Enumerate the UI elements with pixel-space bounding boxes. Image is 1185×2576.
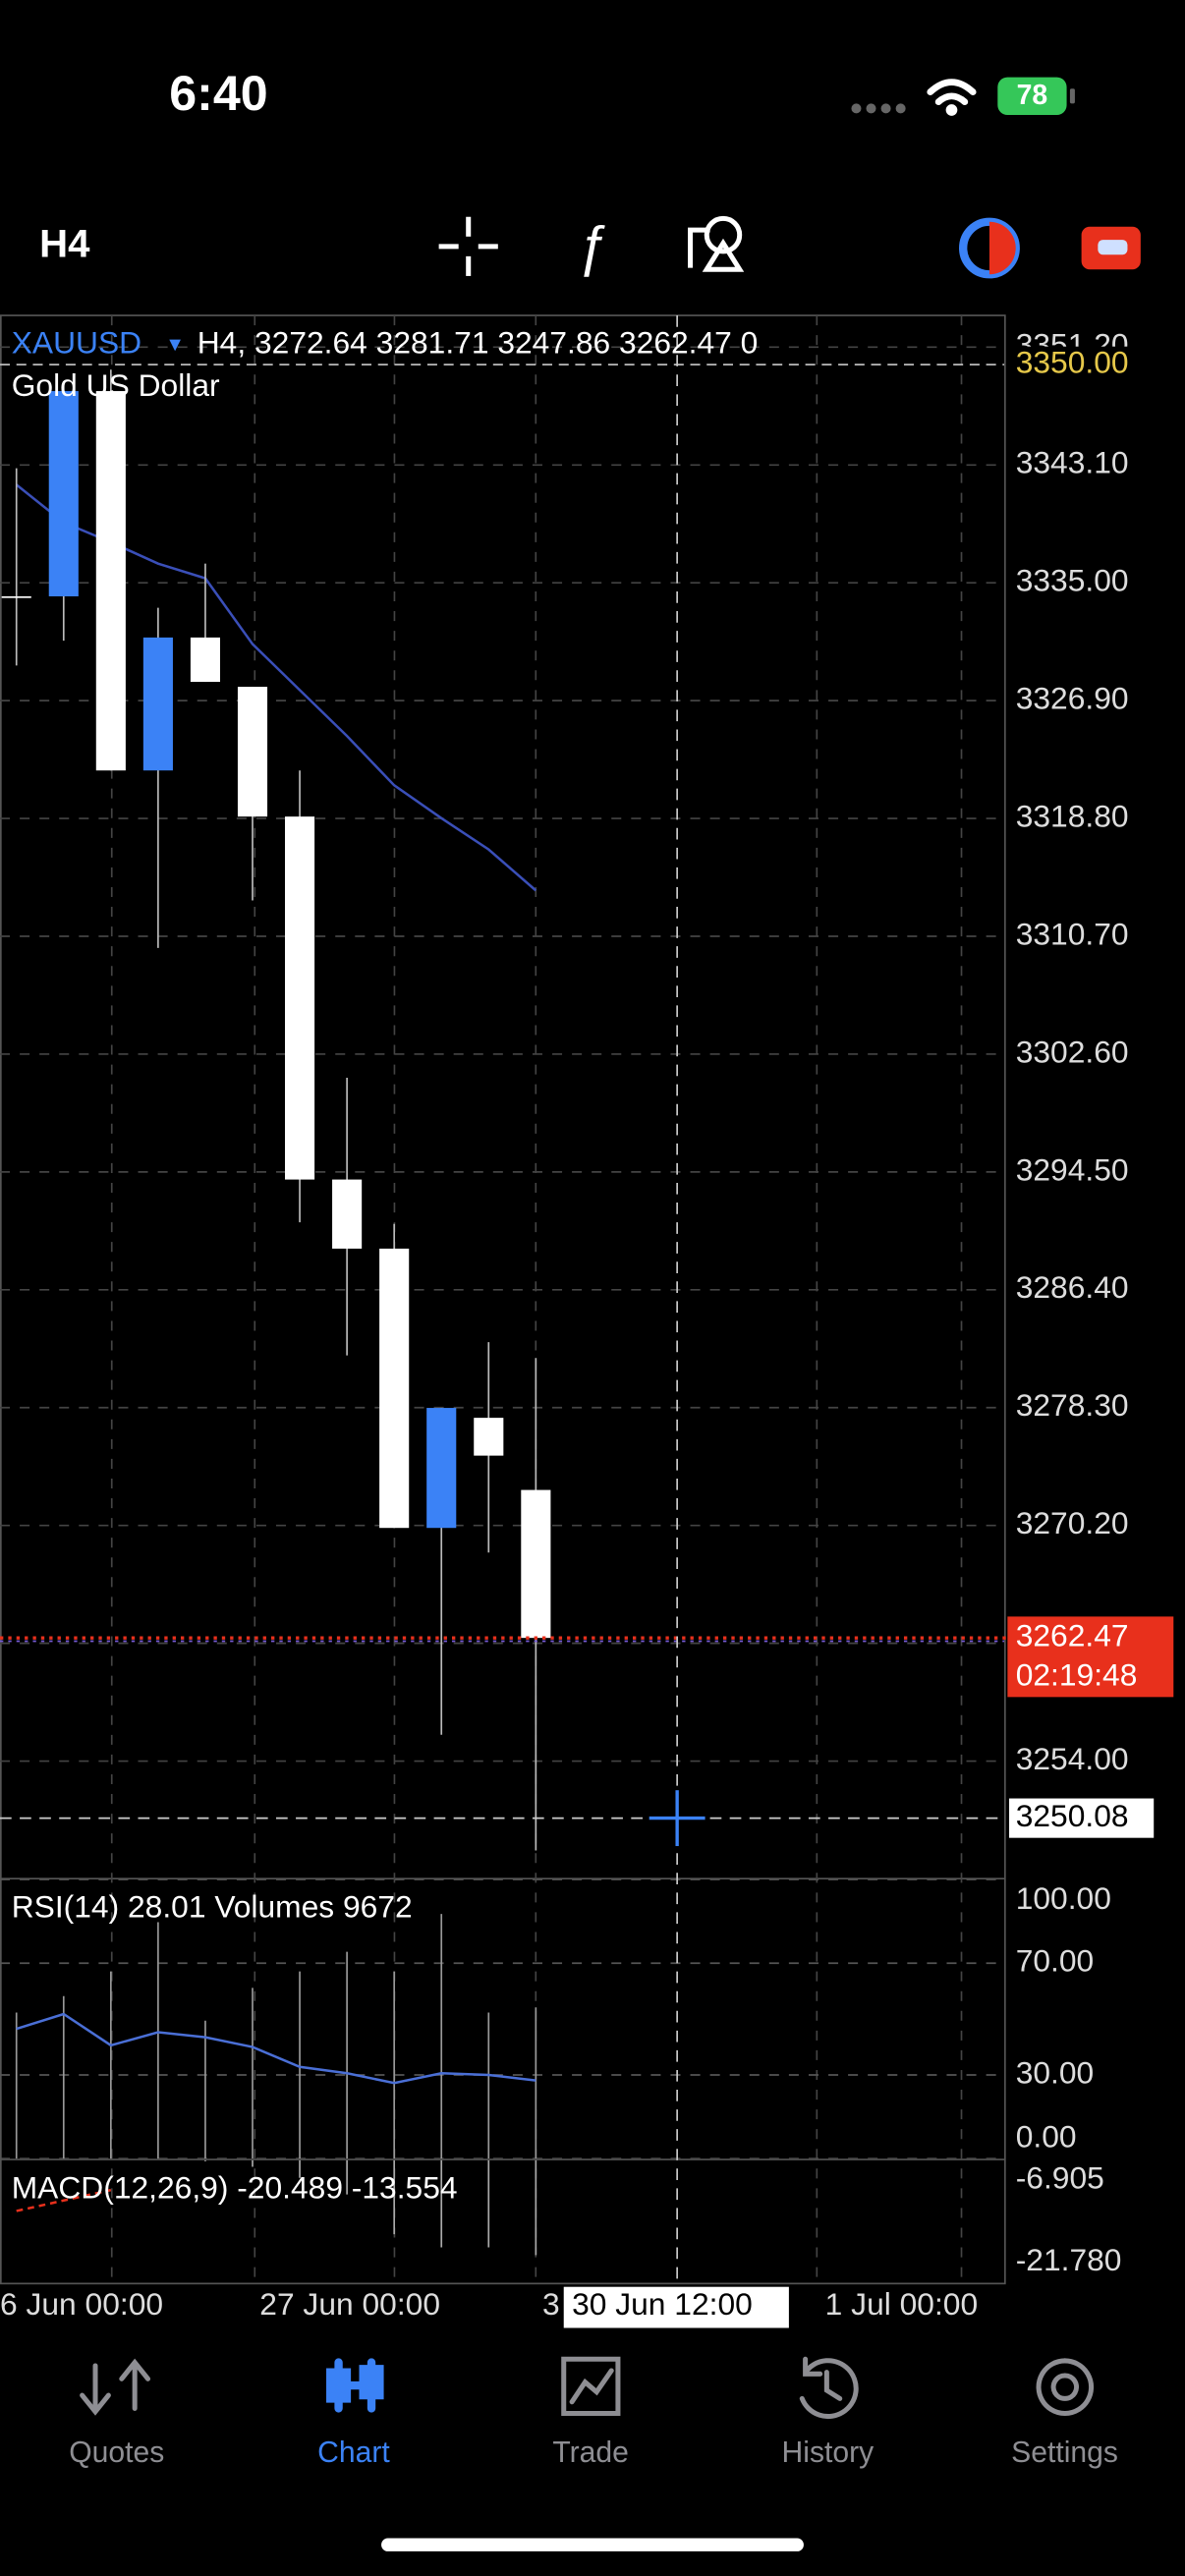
crosshair-time: 30 Jun 12:00 (572, 2286, 753, 2322)
tab-label: Trade (552, 2436, 629, 2469)
y-tick-label: 3278.30 (1016, 1387, 1129, 1423)
y-tick-label: 3254.00 (1016, 1741, 1129, 1776)
y-tick-label: 30.00 (1016, 2054, 1095, 2090)
tab-label: Chart (317, 2436, 390, 2469)
y-tick-label: -6.905 (1016, 2159, 1104, 2195)
battery (997, 77, 1067, 116)
alert-label: 3350.00 (1016, 345, 1129, 380)
tab-icon (799, 2356, 859, 2420)
home-indicator (381, 2538, 804, 2551)
wifi-icon (927, 79, 977, 116)
x-tick-label: 6 Jun 00:00 (0, 2286, 163, 2322)
candle-body (379, 1248, 410, 1529)
indicators-tool[interactable]: ƒ (576, 215, 607, 277)
symbol-description: Gold US Dollar (12, 367, 220, 403)
candle-body (237, 687, 268, 817)
candle-body (95, 391, 126, 771)
y-tick-label: 100.00 (1016, 1880, 1111, 1916)
clock: 6:40 (169, 66, 267, 121)
x-tick-label: 27 Jun 00:00 (259, 2286, 440, 2322)
rsi-line (16, 2012, 536, 2085)
candle-body (1, 595, 31, 598)
y-tick-label: 3310.70 (1016, 916, 1129, 951)
tab-icon (561, 2356, 621, 2416)
candle-body (474, 1418, 504, 1456)
tab-label: Settings (1011, 2436, 1118, 2469)
crosshair-price: 3250.08 (1016, 1798, 1129, 1833)
y-tick-label: 3326.90 (1016, 681, 1129, 716)
y-tick-label: -21.780 (1016, 2242, 1122, 2277)
battery-level: 78 (1017, 80, 1048, 111)
alert-label-bg (1007, 346, 1156, 383)
tab-2[interactable]: Trade (552, 2356, 629, 2469)
tab-label: Quotes (69, 2436, 164, 2469)
signal-icon (851, 103, 906, 114)
timeframe-button[interactable]: H4 (39, 221, 90, 265)
chart-frame (0, 314, 1006, 2285)
tab-icon (1036, 2358, 1095, 2416)
candle-body (285, 816, 315, 1180)
candle-body (190, 637, 221, 683)
candle-body (332, 1179, 363, 1249)
y-tick-label: 3294.50 (1016, 1151, 1129, 1187)
tab-1[interactable]: Chart (317, 2358, 390, 2470)
bid-label-bg (1007, 1616, 1174, 1698)
macd-label: MACD(12,26,9) -20.489 -13.554 (12, 2169, 458, 2205)
y-tick-label: 3270.20 (1016, 1505, 1129, 1540)
y-tick-label: 3335.00 (1016, 563, 1129, 598)
tab-3[interactable]: History (782, 2356, 875, 2469)
objects-tool[interactable] (688, 215, 745, 272)
x-tick-label: 1 Jul 00:00 (825, 2286, 978, 2322)
bid-price-label: 3262.47 (1016, 1618, 1129, 1653)
crosshair-time-bg (563, 2286, 789, 2328)
y-tick-label: 70.00 (1016, 1943, 1095, 1979)
x-tick-label: 3 (542, 2286, 560, 2322)
tab-0[interactable]: Quotes (69, 2358, 164, 2470)
symbol-dropdown[interactable]: ▾ (169, 330, 181, 356)
trade-button[interactable] (1081, 226, 1141, 270)
candle-body (142, 637, 173, 771)
tab-4[interactable]: Settings (1011, 2358, 1118, 2469)
tab-icon (326, 2358, 384, 2413)
ohlc-info: H4, 3272.64 3281.71 3247.86 3262.47 0 (198, 325, 759, 361)
chart-mode-button[interactable] (959, 217, 1020, 279)
rsi-label: RSI(14) 28.01 Volumes 9672 (12, 1888, 413, 1924)
symbol-name[interactable]: XAUUSD (12, 325, 141, 361)
y-tick-label: 3343.10 (1016, 445, 1129, 480)
candle-body (426, 1408, 457, 1529)
candle-body (48, 391, 79, 596)
y-tick-label: 0.00 (1016, 2119, 1077, 2155)
tab-label: History (782, 2436, 875, 2469)
bar-timer: 02:19:48 (1016, 1657, 1138, 1693)
tab-icon (80, 2358, 151, 2416)
y-tick-label: 3302.60 (1016, 1034, 1129, 1069)
crosshair-tool[interactable] (438, 216, 498, 276)
y-tick-label: 3318.80 (1016, 798, 1129, 833)
candle-body (521, 1489, 551, 1639)
y-tick-label: 3286.40 (1016, 1269, 1129, 1305)
battery-tip (1069, 88, 1075, 104)
crosshair-price-bg (1009, 1798, 1155, 1838)
